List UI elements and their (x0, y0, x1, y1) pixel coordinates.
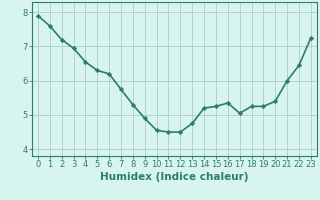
X-axis label: Humidex (Indice chaleur): Humidex (Indice chaleur) (100, 172, 249, 182)
